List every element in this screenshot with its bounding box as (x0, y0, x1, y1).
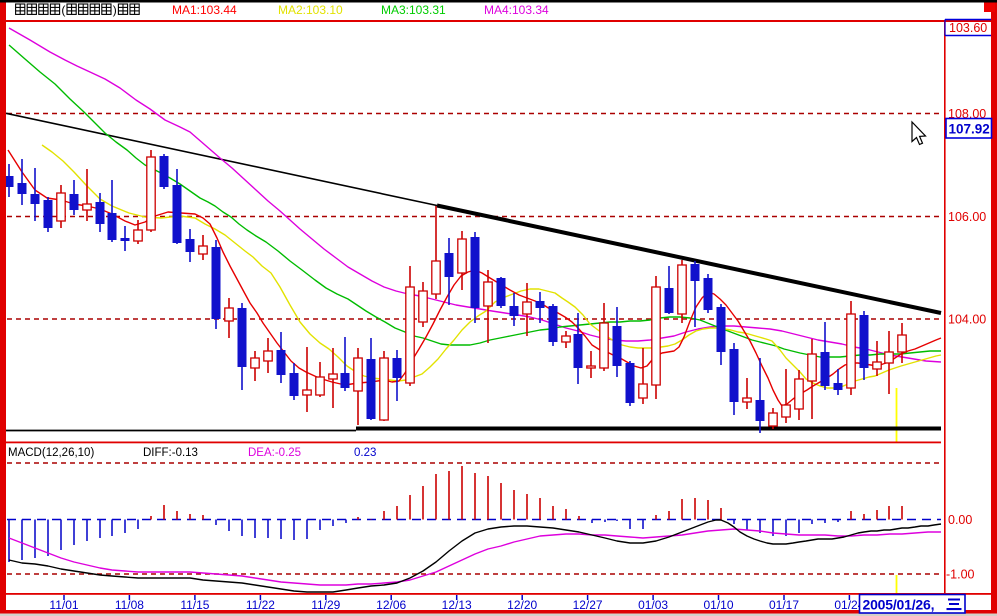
svg-text:108.00: 108.00 (948, 107, 986, 121)
svg-text:MA3:103.31: MA3:103.31 (381, 3, 446, 17)
svg-text:107.92: 107.92 (949, 122, 990, 137)
svg-text:11/15: 11/15 (180, 598, 209, 612)
svg-text:DIFF:-0.13: DIFF:-0.13 (143, 447, 198, 459)
svg-text:103.60: 103.60 (949, 21, 987, 35)
svg-text:MACD(12,26,10): MACD(12,26,10) (8, 447, 94, 459)
svg-text:11/01: 11/01 (49, 598, 78, 612)
svg-text:-1.00: -1.00 (946, 568, 975, 582)
svg-text:01/03: 01/03 (638, 598, 668, 612)
svg-text:0.23: 0.23 (354, 447, 376, 459)
svg-text:0.00: 0.00 (948, 513, 972, 527)
svg-text:12/13: 12/13 (442, 598, 472, 612)
svg-text:DEA:-0.25: DEA:-0.25 (248, 447, 301, 459)
svg-text:MA2:103.10: MA2:103.10 (278, 3, 343, 17)
svg-text:104.00: 104.00 (948, 313, 986, 327)
svg-text:(: ( (61, 3, 65, 17)
svg-text:MA1:103.44: MA1:103.44 (172, 3, 237, 17)
svg-text:2005/01/26,: 2005/01/26, (863, 597, 935, 613)
svg-text:01/24: 01/24 (834, 598, 864, 612)
svg-text:MA4:103.34: MA4:103.34 (484, 3, 549, 17)
svg-text:106.00: 106.00 (948, 210, 986, 224)
svg-text:11/22: 11/22 (246, 598, 275, 612)
svg-text:11/08: 11/08 (115, 598, 144, 612)
svg-text:11/29: 11/29 (311, 598, 340, 612)
svg-text:12/20: 12/20 (507, 598, 537, 612)
svg-text:12/27: 12/27 (573, 598, 603, 612)
svg-text:): ) (113, 3, 117, 17)
svg-text:12/06: 12/06 (376, 598, 406, 612)
svg-text:01/10: 01/10 (703, 598, 733, 612)
svg-text:01/17: 01/17 (769, 598, 799, 612)
